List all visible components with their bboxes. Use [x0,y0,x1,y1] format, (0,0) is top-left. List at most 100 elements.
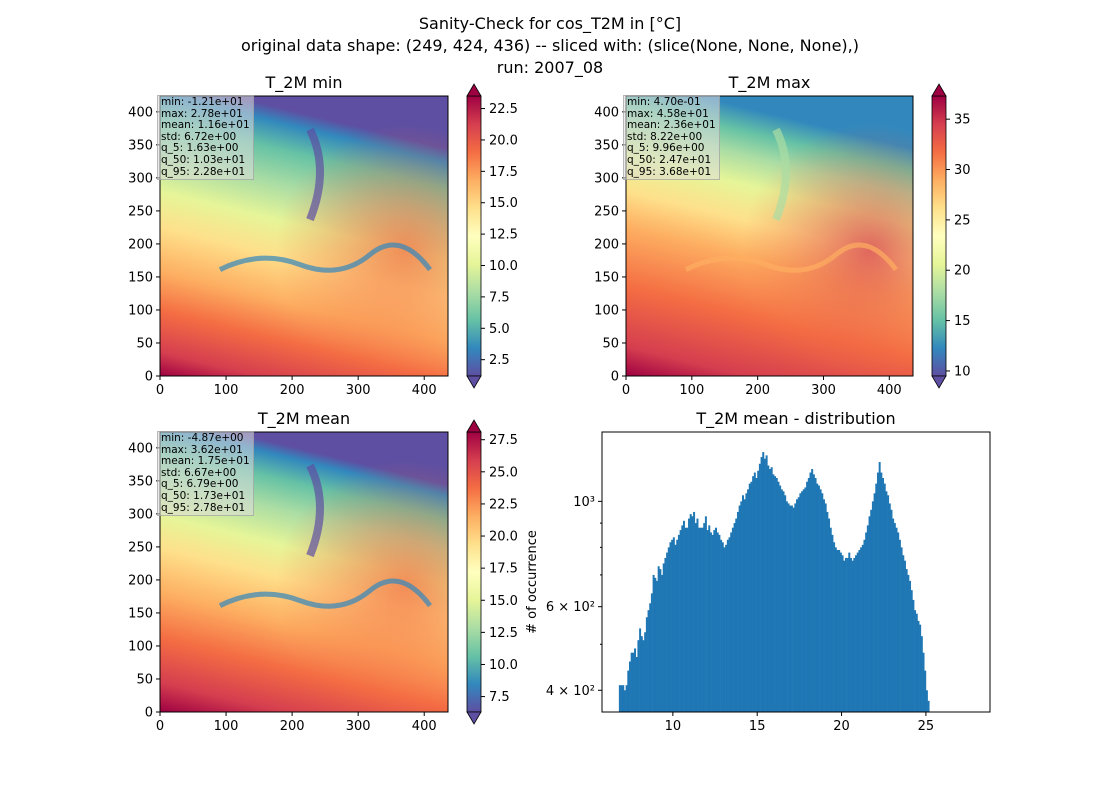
axes-frame [159,431,449,713]
histogram-bar [686,527,689,712]
heatmap-feature-scandinavia [772,127,790,222]
histogram-bar [632,652,635,712]
histogram-bar [745,493,748,712]
stats-line: min: 4.70e-01 [627,96,701,108]
histogram-bar [829,527,832,712]
y-tick-label: 400 [594,105,619,120]
histogram-bar [888,503,891,712]
histogram-bar [883,483,886,712]
y-tick-label: 250 [594,204,619,219]
histogram-bar [625,685,628,712]
histogram-bar [735,518,738,712]
histogram-bar [873,493,876,712]
histogram-bar [905,569,908,712]
stats-line: q_95: 3.68e+01 [627,165,712,178]
y-tick-label: 50 [136,336,153,351]
histogram-bar [919,624,922,712]
x-tick-label: 300 [346,719,371,734]
histogram-bar [865,532,868,712]
histogram-bar [715,527,718,712]
colorbar-tick-label: 10 [954,364,971,379]
histogram-bar [839,552,842,712]
histogram-bar [878,462,881,712]
heatmap-feature-alps [218,242,432,273]
heatmap-feature-alps [684,242,898,273]
y-tick-label: 6 × 10² [546,600,595,615]
x-tick-label: 200 [280,719,305,734]
x-tick-label: 0 [156,719,164,734]
stats-line: std: 6.67e+00 [161,466,237,479]
histogram-bar [747,489,750,712]
colorbar-tick-label: 25.0 [489,465,518,480]
histogram-bar [910,590,913,712]
histogram-bar [760,457,763,712]
figure-title-line-3: run: 2007_08 [496,58,604,77]
histogram-bar [787,503,790,712]
histogram-bar [868,516,871,712]
colorbar-tick-label: 30 [954,163,971,178]
histogram-bar [915,613,918,712]
histogram-bar [828,518,831,712]
histogram-bar [790,505,793,712]
y-tick-label: 150 [128,606,153,621]
histogram-bar [912,599,915,712]
histogram-bar [770,467,773,712]
x-tick-label: 20 [833,719,850,734]
histogram-bar [693,511,696,712]
panel-title: T_2M mean - distribution [695,409,895,429]
y-tick-label: 350 [594,138,619,153]
histogram-bar [801,491,804,712]
histogram-bar [814,478,817,712]
histogram-bar [666,552,669,712]
colorbar [931,95,947,377]
histogram-bar [794,503,797,712]
histogram-bar [866,525,869,712]
histogram-bar [763,458,766,712]
stats-line: mean: 1.16e+01 [161,119,250,132]
y-tick-label: 350 [128,138,153,153]
x-tick-label: 300 [346,383,371,398]
y-tick-label: 0 [145,706,153,721]
histogram-bar [750,481,753,712]
histogram-bar [755,478,758,712]
histogram-bar [640,636,643,712]
y-tick-label: 50 [602,336,619,351]
stats-line: std: 6.72e+00 [161,130,237,143]
histogram-bar [672,537,675,712]
histogram-bar [676,539,679,712]
histogram-bar [775,478,778,712]
histogram-bar [900,547,903,712]
histogram-bar [831,534,834,712]
y-tick-label: 400 [128,105,153,120]
histogram-bar [903,560,906,712]
histogram-bar [784,495,787,712]
x-tick-label: 25 [918,719,935,734]
histogram-bar [630,652,633,712]
histogram-bar [914,610,917,712]
histogram-bar [927,700,930,712]
histogram-bar [688,518,691,712]
heatmap-feature-scandinavia [306,127,324,222]
x-tick-label: 400 [412,383,437,398]
colorbar-extend-min [466,711,482,725]
histogram-bar [650,593,653,712]
histogram-bar [856,552,859,712]
histogram-bar [696,518,699,712]
colorbar-tick-label: 7.5 [489,290,510,305]
histogram-bar [743,499,746,712]
histogram-bar [816,483,819,712]
histogram-bar [704,516,707,712]
histogram-bar [897,532,900,712]
histogram-bar [853,557,856,712]
histogram-bar [753,472,756,712]
histogram-bar [742,495,745,712]
histogram-bar [654,577,657,712]
histogram-bar [893,523,896,712]
histogram-bar [713,530,716,712]
histogram-bar [802,489,805,712]
histogram-bar [721,542,724,712]
histogram-bar [782,491,785,712]
histogram-bar [657,566,660,712]
histogram-bar [725,544,728,712]
histogram-bar [681,525,684,712]
